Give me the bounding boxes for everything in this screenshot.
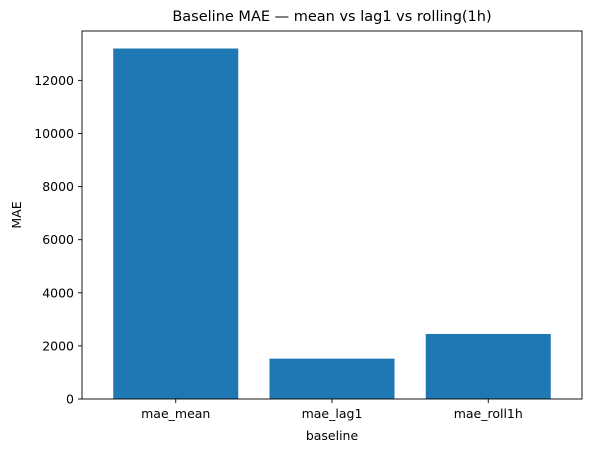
bar-mae_lag1: [269, 358, 395, 399]
x-tick-label: mae_lag1: [302, 406, 363, 421]
y-tick-label: 2000: [42, 338, 74, 353]
x-tick-label: mae_mean: [141, 406, 210, 421]
bar-mae_roll1h: [425, 333, 551, 399]
y-tick-label: 10000: [34, 126, 74, 141]
y-tick-label: 0: [66, 392, 74, 407]
y-tick-label: 6000: [42, 232, 74, 247]
y-axis-ticks: 0 2000 4000 6000 8000 10000 12000: [34, 73, 82, 407]
bars-layer: [113, 48, 551, 400]
y-tick-label: 4000: [42, 285, 74, 300]
y-tick-label: 8000: [42, 179, 74, 194]
bar-mae_mean: [113, 48, 239, 400]
plot-frame: [81, 30, 583, 400]
x-axis-label: baseline: [306, 428, 359, 443]
y-axis-label: MAE: [9, 201, 24, 228]
y-tick-label: 12000: [34, 73, 74, 88]
x-tick-label: mae_roll1h: [454, 406, 523, 421]
x-axis-ticks: mae_mean mae_lag1 mae_roll1h: [141, 399, 523, 421]
chart-title: Baseline MAE — mean vs lag1 vs rolling(1…: [172, 9, 491, 25]
